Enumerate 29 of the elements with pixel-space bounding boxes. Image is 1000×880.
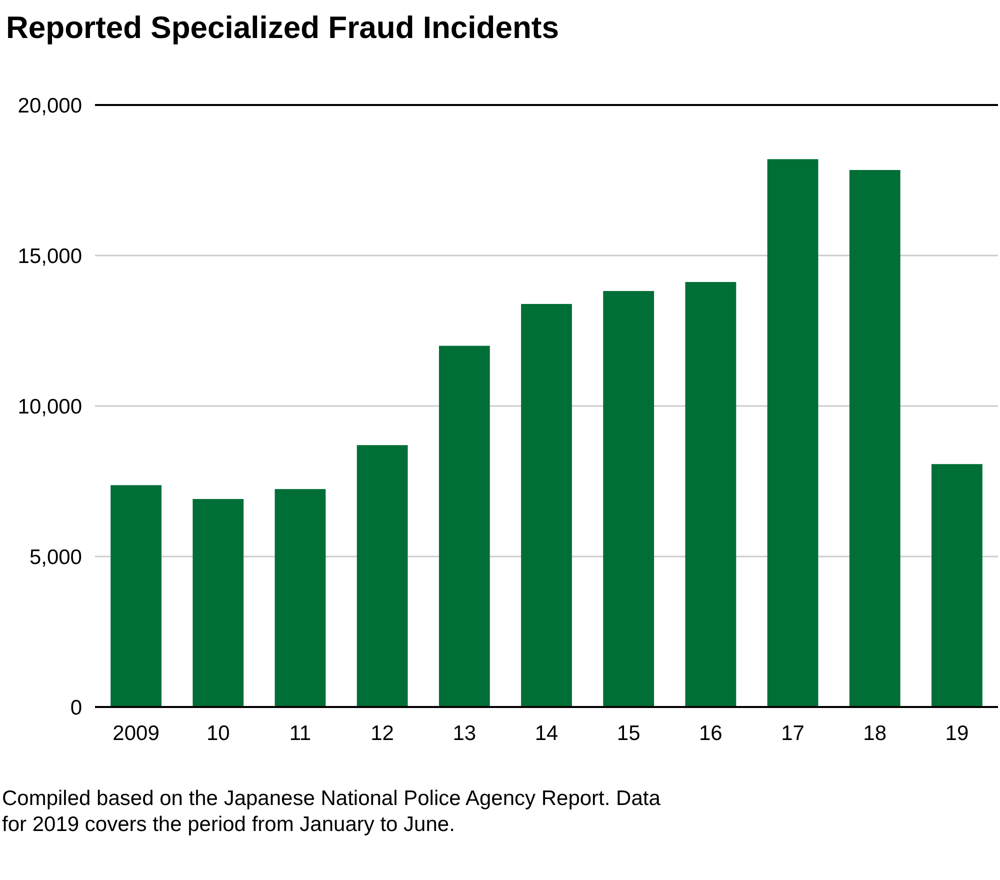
x-tick-label: 12 bbox=[370, 722, 394, 745]
y-tick-label: 15,000 bbox=[18, 244, 82, 268]
y-tick-label: 10,000 bbox=[18, 395, 82, 418]
x-tick-label: 14 bbox=[534, 722, 558, 745]
text: Compiled based on the Japanese National Police Agency Report. Data for 2019 covers the period from January to June. bbox=[2, 787, 661, 836]
bar bbox=[110, 485, 162, 707]
bar bbox=[192, 499, 244, 707]
x-tick-label: 13 bbox=[452, 722, 476, 745]
x-tick-label: 18 bbox=[863, 722, 887, 745]
bar bbox=[603, 291, 654, 707]
x-tick-label: 16 bbox=[699, 722, 722, 745]
x-tick-label: 17 bbox=[781, 722, 804, 745]
bar bbox=[356, 445, 408, 707]
bar bbox=[849, 170, 900, 707]
bar bbox=[767, 159, 818, 707]
bar bbox=[521, 304, 572, 707]
bar bbox=[932, 464, 982, 707]
y-tick-label: 20,000 bbox=[18, 94, 82, 118]
x-tick-label: 10 bbox=[206, 722, 230, 745]
bar bbox=[685, 282, 736, 707]
y-tick-label: 0 bbox=[70, 696, 82, 720]
bar bbox=[274, 489, 326, 707]
x-tick-label: 15 bbox=[616, 722, 640, 745]
x-tick-label: 11 bbox=[289, 722, 312, 745]
y-tick-label: 5,000 bbox=[29, 546, 82, 569]
x-tick-label: 2009 bbox=[112, 722, 160, 745]
x-tick-label: 19 bbox=[945, 722, 969, 745]
chart-title: Reported Specialized Fraud Incidents bbox=[6, 10, 559, 45]
bar bbox=[438, 346, 490, 707]
